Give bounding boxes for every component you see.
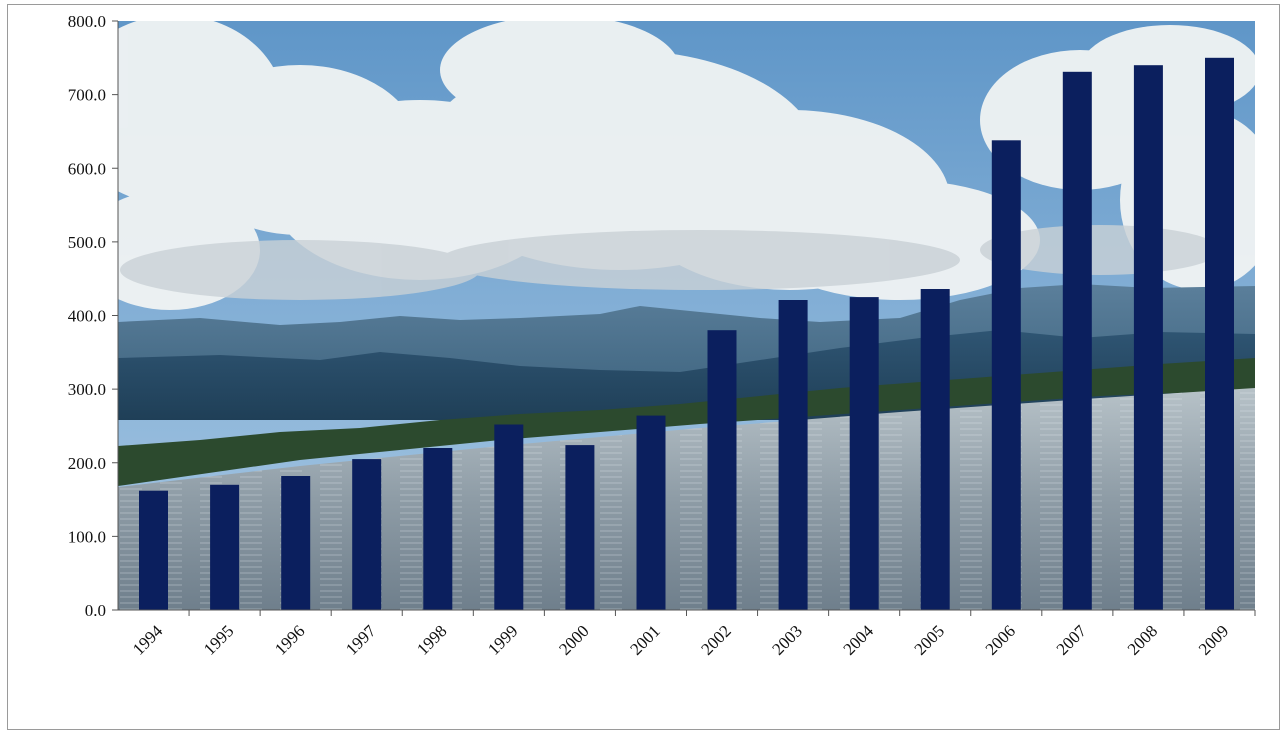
x-axis-ticks: 1994 1995 1996 1997 1998 1999 2000 2001 2002 2003… [129, 610, 1256, 659]
bar-2006 [991, 140, 1021, 611]
bar-2004 [849, 297, 879, 610]
bar-2002 [707, 330, 737, 610]
y-tick-label: 600.0 [68, 159, 106, 178]
bar-2005 [920, 289, 950, 610]
x-tick-label-2008: 2008 [1124, 621, 1161, 658]
x-tick-label-1998: 1998 [413, 621, 450, 658]
x-tick-label-2000: 2000 [555, 621, 592, 658]
y-tick-label: 300.0 [68, 380, 106, 399]
x-tick-label-2005: 2005 [911, 621, 948, 658]
bar-2008 [1133, 65, 1163, 610]
x-tick-label-1994: 1994 [129, 621, 167, 659]
x-tick-label-1995: 1995 [200, 621, 237, 658]
x-tick-label-2002: 2002 [697, 621, 734, 658]
y-axis-ticks: 0.0 100.0 200.0 300.0 400.0 500.0 600.0 700.0 80… [68, 12, 118, 620]
bar-2007 [1062, 71, 1092, 611]
x-tick-label-1999: 1999 [484, 621, 521, 658]
x-tick-label-1996: 1996 [271, 621, 308, 658]
bar-1996 [281, 476, 311, 610]
x-tick-label-2007: 2007 [1053, 621, 1091, 659]
x-tick-label-2006: 2006 [982, 621, 1019, 658]
bar-1994 [139, 490, 168, 610]
y-tick-label: 500.0 [68, 233, 106, 252]
bar-2003 [778, 300, 808, 610]
bar-2009 [1205, 57, 1234, 611]
bar-1997 [352, 459, 382, 610]
bar-series [139, 57, 1234, 611]
bar-1998 [423, 448, 453, 610]
y-tick-label: 800.0 [68, 12, 106, 31]
x-tick-label-2003: 2003 [768, 621, 805, 658]
y-tick-label: 400.0 [68, 307, 106, 326]
bar-1995 [210, 484, 240, 610]
x-tick-label-2001: 2001 [626, 621, 663, 658]
y-tick-label: 100.0 [68, 527, 106, 546]
x-tick-label-1997: 1997 [342, 621, 380, 659]
y-tick-label: 200.0 [68, 454, 106, 473]
y-tick-label: 700.0 [68, 86, 106, 105]
bar-1999 [494, 424, 524, 610]
x-tick-label-2009: 2009 [1195, 621, 1232, 658]
x-tick-label-2004: 2004 [840, 621, 878, 659]
bar-2000 [565, 445, 595, 610]
bar-2001 [636, 415, 666, 610]
y-tick-label: 0.0 [85, 601, 106, 620]
background-photo [118, 21, 1255, 610]
